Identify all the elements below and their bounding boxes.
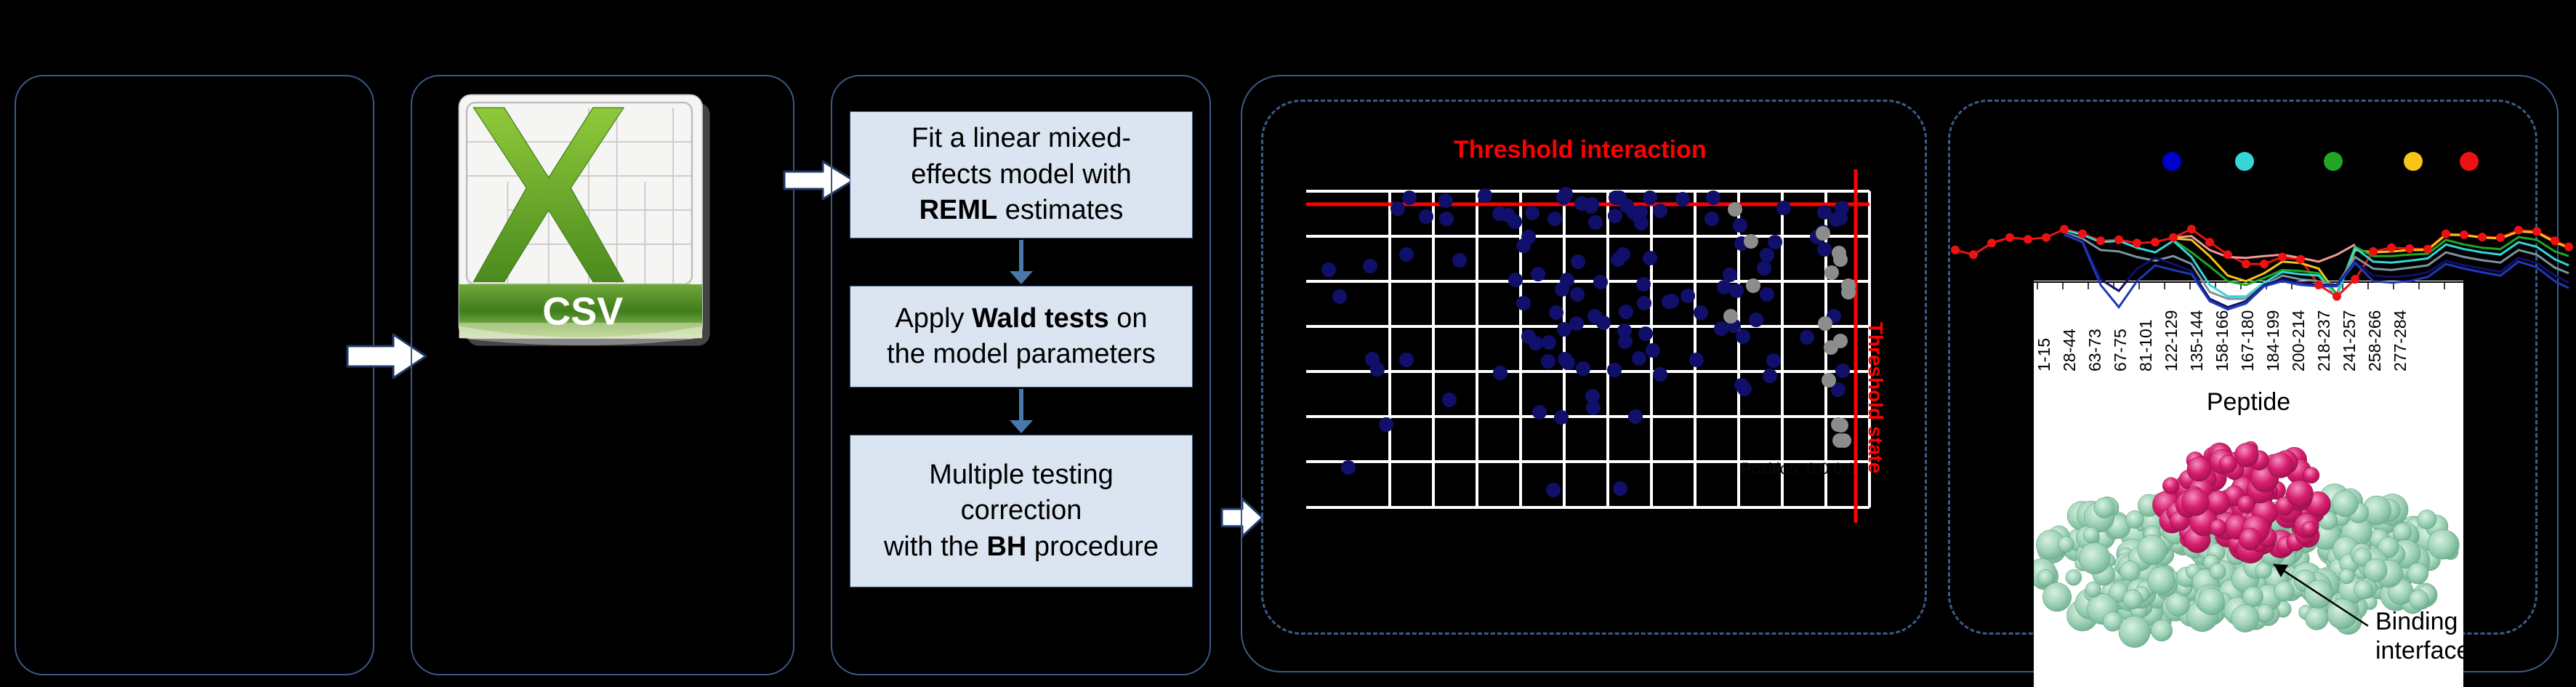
svg-text:Threshold interaction: Threshold interaction	[1454, 136, 1707, 164]
svg-text:Threshold state: Threshold state	[1864, 322, 1887, 473]
svg-text:Position: 0.0 0.0: Position: 0.0 0.0	[1741, 459, 1856, 478]
svg-text:CSV: CSV	[542, 289, 623, 333]
